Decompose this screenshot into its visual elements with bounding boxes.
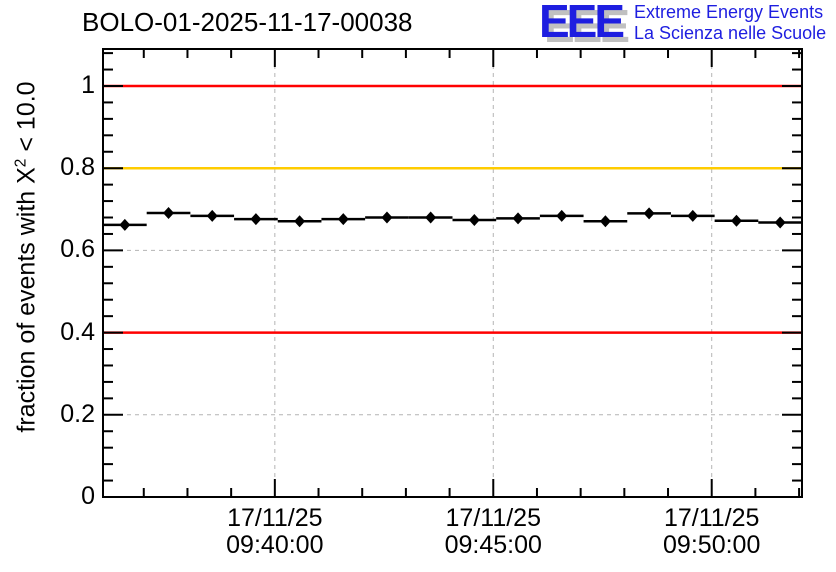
data-point-marker — [687, 209, 699, 222]
plot-frame — [102, 48, 803, 498]
data-point-marker — [119, 218, 131, 231]
data-point-marker — [163, 206, 175, 219]
data-point-marker — [337, 213, 349, 226]
eee-logo: EEE — [539, 0, 625, 47]
eee-logo-line2: La Scienza nelle Scuole — [634, 23, 827, 43]
y-tick-label: 0.6 — [60, 235, 95, 264]
x-tick-date: 17/11/25 — [663, 504, 760, 532]
plot-title: BOLO-01-2025-11-17-00038 — [82, 7, 413, 37]
data-point-marker — [556, 209, 568, 222]
x-tick-label: 17/11/25 09:45:00 — [413, 505, 573, 559]
x-tick-time: 09:45:00 — [444, 531, 542, 559]
data-point-marker — [294, 215, 306, 228]
data-point-marker — [425, 211, 437, 224]
data-point-marker — [643, 207, 655, 220]
data-point-marker — [206, 209, 218, 222]
x-tick-date: 17/11/25 — [445, 504, 541, 532]
y-axis-title-pre: fraction of events with X — [12, 167, 41, 433]
data-point-marker — [468, 213, 480, 226]
data-point-marker — [774, 216, 786, 229]
data-point-marker — [381, 211, 393, 224]
y-tick-label: 0.2 — [60, 399, 95, 428]
x-tick-date: 17/11/25 — [227, 504, 323, 532]
data-point-marker — [512, 212, 524, 225]
y-tick-label: 0 — [81, 482, 95, 510]
data-point-marker — [599, 215, 611, 228]
eee-logo-line1: Extreme Energy Events — [634, 2, 824, 22]
x-tick-label: 17/11/25 09:50:00 — [632, 505, 792, 559]
y-tick-label: 0.8 — [60, 153, 95, 182]
eee-logo-text: Extreme Energy Events La Scienza nelle S… — [634, 2, 826, 44]
x-tick-label: 17/11/25 09:40:00 — [195, 505, 355, 559]
data-point-marker — [250, 213, 262, 226]
x-tick-time: 09:50:00 — [663, 531, 761, 559]
y-tick-label: 0.4 — [60, 317, 95, 346]
y-tick-label: 1 — [81, 70, 95, 99]
x-tick-time: 09:40:00 — [226, 531, 324, 559]
data-point-marker — [730, 214, 742, 227]
